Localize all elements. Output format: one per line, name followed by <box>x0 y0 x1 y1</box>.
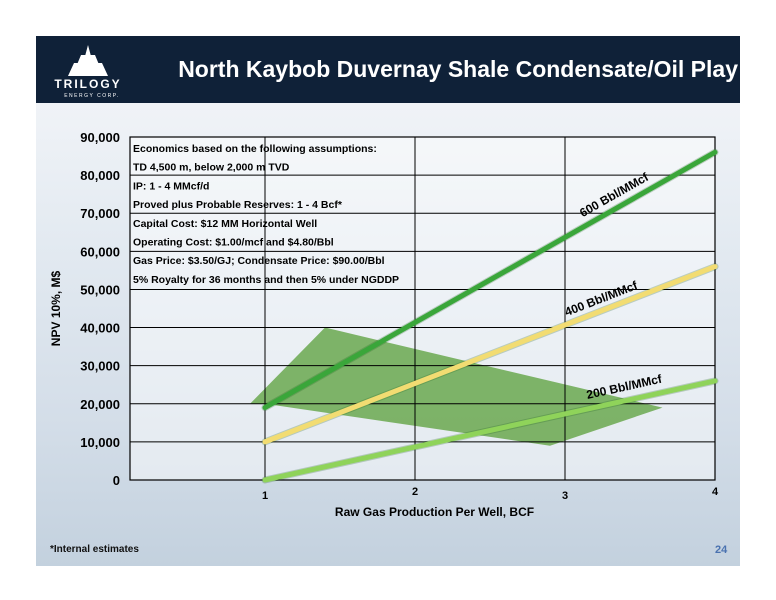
y-tick-label: 30,000 <box>80 359 120 374</box>
series-line <box>262 264 718 445</box>
plot-border <box>129 136 716 481</box>
y-tick-label: 40,000 <box>80 321 120 336</box>
x-axis-title: Raw Gas Production Per Well, BCF <box>335 505 534 519</box>
y-tick-label: 50,000 <box>80 282 120 297</box>
assumption-line: 5% Royalty for 36 months and then 5% und… <box>133 274 399 286</box>
assumption-line: Operating Cost: $1.00/mcf and $4.80/Bbl <box>133 237 334 249</box>
x-tick-label: 3 <box>562 490 568 502</box>
svg-text:TRILOGY: TRILOGY <box>54 77 121 91</box>
series-line <box>262 149 718 411</box>
y-tick-label: 0 <box>113 473 120 488</box>
y-tick-label: 20,000 <box>80 397 120 412</box>
footnote: *Internal estimates <box>50 544 139 555</box>
trilogy-logo: TRILOGY ENERGY CORP. <box>54 45 121 99</box>
assumption-line: TD 4,500 m, below 2,000 m TVD <box>133 162 290 174</box>
assumption-line: Capital Cost: $12 MM Horizontal Well <box>133 218 317 230</box>
assumption-line: Gas Price: $3.50/GJ; Condensate Price: $… <box>133 255 385 267</box>
assumption-line: Economics based on the following assumpt… <box>133 143 377 155</box>
y-tick-label: 90,000 <box>80 130 120 145</box>
assumption-line: Proved plus Probable Reserves: 1 - 4 Bcf… <box>133 199 343 211</box>
assumption-line: IP: 1 - 4 MMcf/d <box>133 180 209 192</box>
y-tick-label: 10,000 <box>80 435 120 450</box>
svg-text:ENERGY CORP.: ENERGY CORP. <box>64 93 120 99</box>
y-tick-label: 70,000 <box>80 206 120 221</box>
page-number: 24 <box>715 544 728 556</box>
x-tick-label: 1 <box>262 490 268 502</box>
y-tick-label: 80,000 <box>80 168 120 183</box>
y-tick-label: 60,000 <box>80 244 120 259</box>
x-tick-label: 4 <box>712 486 719 498</box>
series-line <box>262 378 718 483</box>
x-tick-label: 2 <box>412 486 418 498</box>
content-panel <box>36 103 740 566</box>
y-axis-title: NPV 10%, M$ <box>49 270 63 346</box>
slide-title: North Kaybob Duvernay Shale Condensate/O… <box>178 56 738 82</box>
header-bar: TRILOGY ENERGY CORP. North Kaybob Duvern… <box>36 36 740 103</box>
